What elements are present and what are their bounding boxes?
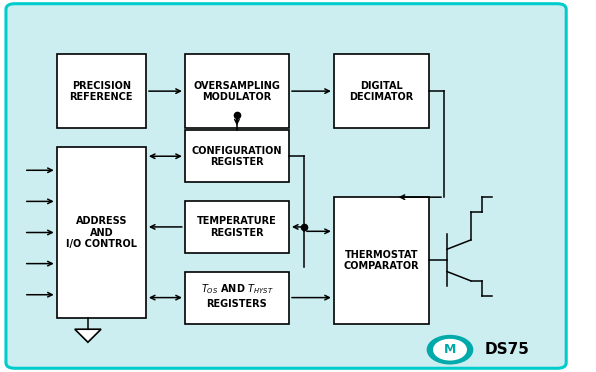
Text: ADDRESS: ADDRESS	[76, 217, 127, 226]
Bar	[334, 54, 429, 128]
Bar	[185, 201, 289, 253]
Text: COMPARATOR: COMPARATOR	[344, 261, 419, 271]
Bar	[185, 272, 289, 324]
Text: PRECISION: PRECISION	[72, 81, 131, 90]
FancyBboxPatch shape	[6, 4, 566, 368]
Text: I/O CONTROL: I/O CONTROL	[66, 239, 137, 248]
Text: REFERENCE: REFERENCE	[70, 92, 133, 102]
Text: OVERSAMPLING: OVERSAMPLING	[194, 81, 280, 90]
Text: DS75: DS75	[485, 342, 529, 357]
Text: CONFIGURATION: CONFIGURATION	[192, 146, 282, 155]
Text: REGISTER: REGISTER	[210, 157, 263, 167]
Circle shape	[434, 340, 466, 360]
Text: TEMPERATURE: TEMPERATURE	[197, 217, 277, 226]
Text: REGISTERS: REGISTERS	[207, 299, 267, 309]
Bar	[334, 197, 429, 324]
Polygon shape	[75, 329, 101, 342]
Text: $T_{OS}$ AND $T_{HYST}$: $T_{OS}$ AND $T_{HYST}$	[201, 282, 273, 296]
Text: THERMOSTAT: THERMOSTAT	[344, 250, 418, 260]
Text: MODULATOR: MODULATOR	[202, 92, 272, 102]
Text: DIGITAL: DIGITAL	[360, 81, 403, 90]
Text: M: M	[444, 343, 456, 356]
Text: AND: AND	[89, 228, 113, 237]
Bar	[57, 147, 146, 318]
Text: REGISTER: REGISTER	[210, 228, 263, 237]
Circle shape	[427, 336, 473, 364]
Text: DECIMATOR: DECIMATOR	[349, 92, 414, 102]
Bar	[185, 130, 289, 182]
Bar	[57, 54, 146, 128]
Bar	[185, 54, 289, 128]
